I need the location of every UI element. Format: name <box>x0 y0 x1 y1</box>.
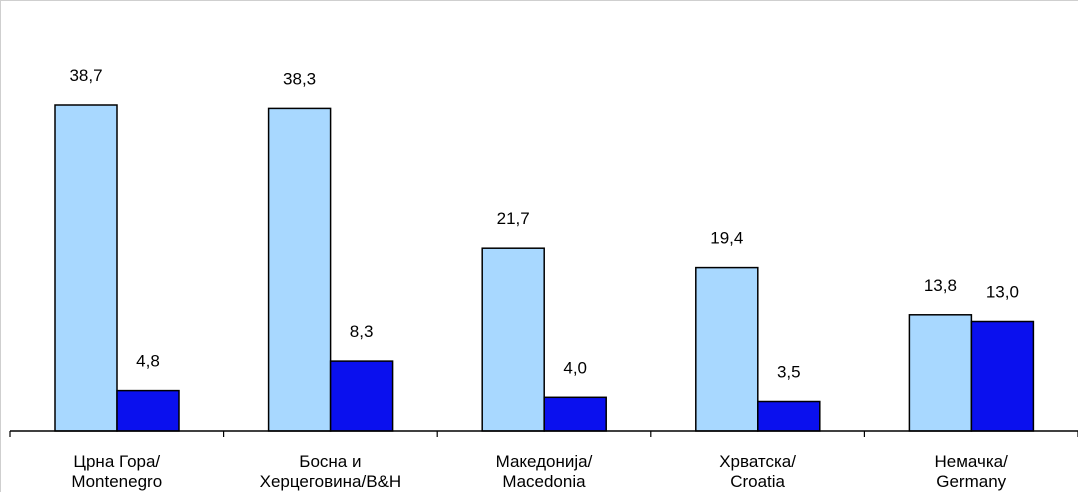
value-label-croatia-series-1: 19,4 <box>710 229 743 248</box>
bar-germany-series-2 <box>970 320 1035 432</box>
bar-b-h-series-1 <box>267 107 332 432</box>
bar-croatia-series-1 <box>695 266 759 432</box>
value-label-macedonia-series-1: 21,7 <box>497 209 530 228</box>
value-label-germany-series-2: 13,0 <box>986 283 1019 302</box>
bar-montenegro-series-2 <box>116 389 180 432</box>
category-label-croatia: Хрватска/Croatia <box>719 452 796 491</box>
bar-macedonia-series-1 <box>481 247 545 432</box>
category-label-line: Македонија/ <box>496 452 593 471</box>
bar-macedonia-series-2 <box>543 396 607 432</box>
category-label-line: Црна Гора/ <box>73 452 160 471</box>
category-label-line: Germany <box>936 472 1006 491</box>
bars-group <box>54 104 1035 432</box>
value-label-germany-series-1: 13,8 <box>924 276 957 295</box>
category-label-line: Macedonia <box>502 472 586 491</box>
value-label-montenegro-series-2: 4,8 <box>136 352 160 371</box>
category-label-b-h: Босна и Херцеговина/B&H <box>260 452 402 491</box>
category-label-montenegro: Црна Гора/Montenegro <box>71 452 162 491</box>
x-axis <box>9 430 1078 437</box>
value-label-b-h-series-1: 38,3 <box>283 69 316 88</box>
value-label-croatia-series-2: 3,5 <box>777 363 801 382</box>
category-label-macedonia: Македонија/Macedonia <box>496 452 593 491</box>
category-labels-group: Црна Гора/Montenegro Босна и Херцеговина/B… <box>71 452 1008 491</box>
bar-croatia-series-2 <box>757 400 821 432</box>
category-label-line: Босна и <box>299 452 361 471</box>
category-label-germany: Немачка/Germany <box>935 452 1009 491</box>
bar-germany-series-1 <box>908 314 973 432</box>
category-label-line: Херцеговина/B&H <box>260 472 402 491</box>
value-label-b-h-series-2: 8,3 <box>350 322 374 341</box>
value-label-montenegro-series-1: 38,7 <box>69 66 102 85</box>
category-label-line: Немачка/ <box>935 452 1009 471</box>
value-labels-group: 38,7 4,8 38,3 8,3 21,7 4,0 19,4 3,5 13,8 13,0 <box>69 66 1018 382</box>
category-label-line: Croatia <box>730 472 785 491</box>
category-label-line: Montenegro <box>71 472 162 491</box>
category-label-line: Хрватска/ <box>719 452 796 471</box>
value-label-macedonia-series-2: 4,0 <box>563 358 587 377</box>
bar-montenegro-series-1 <box>54 104 118 432</box>
bar-b-h-series-2 <box>329 360 394 432</box>
